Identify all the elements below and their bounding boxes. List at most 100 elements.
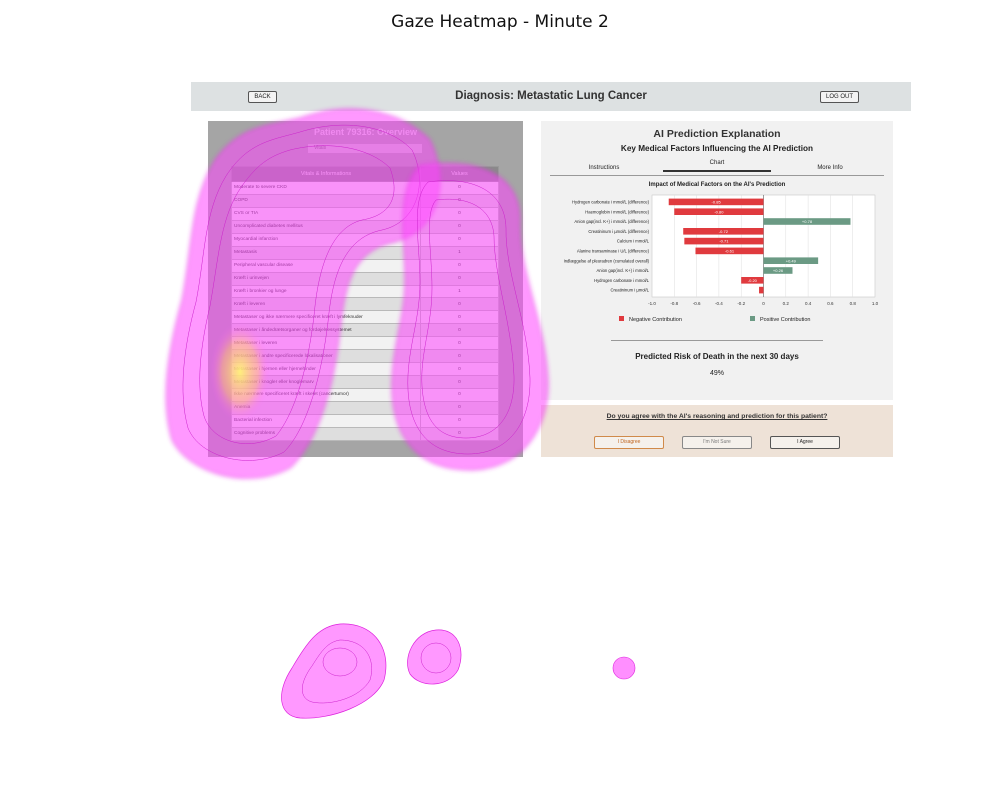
vital-label: Kræft i bronkier og lunge	[231, 284, 421, 299]
data-label: -0.71	[719, 239, 729, 244]
vital-label: Metastaser i åndedrætsorganer og fordøje…	[231, 323, 421, 338]
vital-value: 0	[420, 271, 499, 286]
data-label: -0.72	[719, 229, 729, 234]
data-label: -0.61	[725, 249, 735, 254]
table-row: Metastaser i leveren 0	[231, 336, 499, 351]
vital-label: Bacterial infection	[231, 413, 421, 428]
bar	[763, 267, 793, 274]
table-row: Uncomplicated diabetes mellitus 0	[231, 219, 499, 234]
category-label: Anion gap(incl. K+) i mmol/L	[597, 268, 650, 273]
vital-label: Ikke nærmere specificeret kræft i skelet…	[231, 388, 421, 402]
back-button[interactable]: BACK	[248, 91, 277, 103]
legend-label: Positive Contribution	[760, 317, 810, 323]
tab-more-info[interactable]: More Info	[817, 165, 843, 171]
table-row: COPD 0	[231, 193, 499, 208]
vital-value: 0	[420, 349, 499, 364]
vital-label: Anemia	[231, 400, 421, 415]
bar	[763, 257, 819, 264]
vital-label: COPD	[231, 193, 421, 208]
vital-value: 1	[420, 245, 499, 260]
data-label: +0.49	[786, 258, 797, 263]
agreement-panel: Do you agree with the AI's reasoning and…	[541, 405, 893, 457]
page-title: Diagnosis: Metastatic Lung Cancer	[455, 90, 647, 102]
vital-label: Kræft i urinvejen	[231, 271, 421, 286]
disagree-button[interactable]: I Disagree	[594, 436, 664, 449]
vital-label: Metastasis	[231, 245, 421, 260]
logout-button[interactable]: LOG OUT	[820, 91, 859, 103]
table-row: Metastaser i hjernen eller hjernehinder 0	[231, 362, 499, 377]
bar	[684, 237, 764, 245]
vitals-subheader[interactable]: Vitals	[308, 144, 422, 153]
vital-label: Cognitive problems	[231, 426, 421, 441]
bar	[763, 218, 851, 225]
category-label: Indlæggelse af pleuradren (cumulated ove…	[564, 258, 650, 263]
tab-instructions[interactable]: Instructions	[588, 165, 620, 171]
vital-value: 1	[420, 284, 499, 299]
vital-value: 0	[420, 323, 499, 338]
vital-label: Kræft i leveren	[231, 297, 421, 312]
x-tick-label: 0.6	[827, 301, 834, 306]
vital-label: Metastaser i hjernen eller hjernehinder	[231, 362, 421, 377]
bar	[741, 277, 764, 284]
factor-impact-chart: -1.0 -0.8 -0.6 -0.4 -0.2 0 0.2 0.4 0.6 0.8 1.0Hydr…	[564, 194, 879, 323]
table-row: Moderate to severe CKD 0	[231, 181, 499, 195]
vital-label: Myocardial infarction	[231, 232, 421, 247]
vital-value: 0	[420, 375, 499, 389]
table-row: Cognitive problems 0	[231, 426, 499, 441]
category-label: Creatininum i µmol/L	[611, 288, 650, 293]
prediction-title: Predicted Risk of Death in the next 30 d…	[635, 352, 799, 361]
bar	[668, 198, 764, 206]
prediction-value: 49%	[709, 370, 724, 377]
category-label: Hydrogen carbonate i mmol/L	[594, 278, 650, 283]
patient-overview-panel: Patient 79316: Overview Vitals Vitals & …	[208, 121, 523, 457]
vitals-table-body: Moderate to severe CKD 0 COPD 0 CVS or TIA 0 U…	[231, 181, 499, 441]
tab-chart[interactable]: Chart	[663, 160, 771, 172]
table-row: Kræft i bronkier og lunge 1	[231, 284, 499, 299]
table-row: Metastaser i andre specificerede lokalis…	[231, 349, 499, 364]
x-tick-label: -0.8	[670, 301, 678, 306]
vital-label: Metastaser og ikke nærmere specificeret …	[231, 310, 421, 325]
ai-panel-subtitle: Key Medical Factors Influencing the AI P…	[620, 144, 814, 153]
x-tick-label: -0.4	[715, 301, 723, 306]
vital-value: 0	[420, 232, 499, 247]
bar	[759, 286, 764, 294]
vitals-table: Vitals & Informations Values Moderate to…	[231, 166, 499, 441]
table-row: Kræft i urinvejen 0	[231, 271, 499, 286]
ai-explanation-panel: AI Prediction Explanation Key Medical Fa…	[541, 121, 893, 400]
data-label: -0.20	[748, 278, 758, 283]
x-tick-label: -1.0	[648, 301, 656, 306]
vital-value: 0	[420, 206, 499, 221]
table-row: Metastaser og ikke nærmere specificeret …	[231, 310, 499, 325]
column-header-values: Values	[420, 166, 499, 182]
category-label: Haemoglobin i mmol/L (difference)	[585, 209, 649, 214]
ai-panel-title: AI Prediction Explanation	[653, 128, 781, 140]
data-label: -0.85	[712, 200, 722, 205]
x-tick-label: -0.6	[693, 301, 701, 306]
vital-label: Metastaser i andre specificerede lokalis…	[231, 349, 421, 364]
data-label: +0.26	[773, 268, 784, 273]
not-sure-button[interactable]: I'm Not Sure	[682, 436, 752, 449]
legend-swatch	[619, 316, 624, 321]
x-tick-label: 0.2	[783, 301, 790, 306]
table-row: Bacterial infection 0	[231, 413, 499, 428]
vital-value: 0	[420, 400, 499, 415]
category-label: Alanine transaminase i U/L (difference)	[577, 249, 650, 254]
column-header-vitals: Vitals & Informations	[231, 166, 421, 182]
agree-button[interactable]: I Agree	[770, 436, 840, 449]
vital-value: 0	[420, 258, 499, 273]
explanation-tabs: Instructions Chart More Info	[550, 160, 884, 176]
vital-value: 0	[420, 310, 499, 325]
legend-label: Negative Contribution	[629, 317, 682, 323]
table-row: Metastasis 1	[231, 245, 499, 260]
vital-value: 0	[420, 193, 499, 208]
table-row: Peripheral vascular disease 0	[231, 258, 499, 273]
x-tick-label: 0.8	[850, 301, 857, 306]
x-tick-label: -0.2	[737, 301, 745, 306]
vital-label: CVS or TIA	[231, 206, 421, 221]
vital-value: 0	[420, 362, 499, 377]
data-label: -0.80	[714, 209, 724, 214]
app-screenshot: BACK Diagnosis: Metastatic Lung Cancer L…	[191, 82, 911, 458]
vital-value: 0	[420, 181, 499, 195]
bar	[695, 247, 764, 255]
top-bar: BACK Diagnosis: Metastatic Lung Cancer L…	[191, 82, 911, 111]
